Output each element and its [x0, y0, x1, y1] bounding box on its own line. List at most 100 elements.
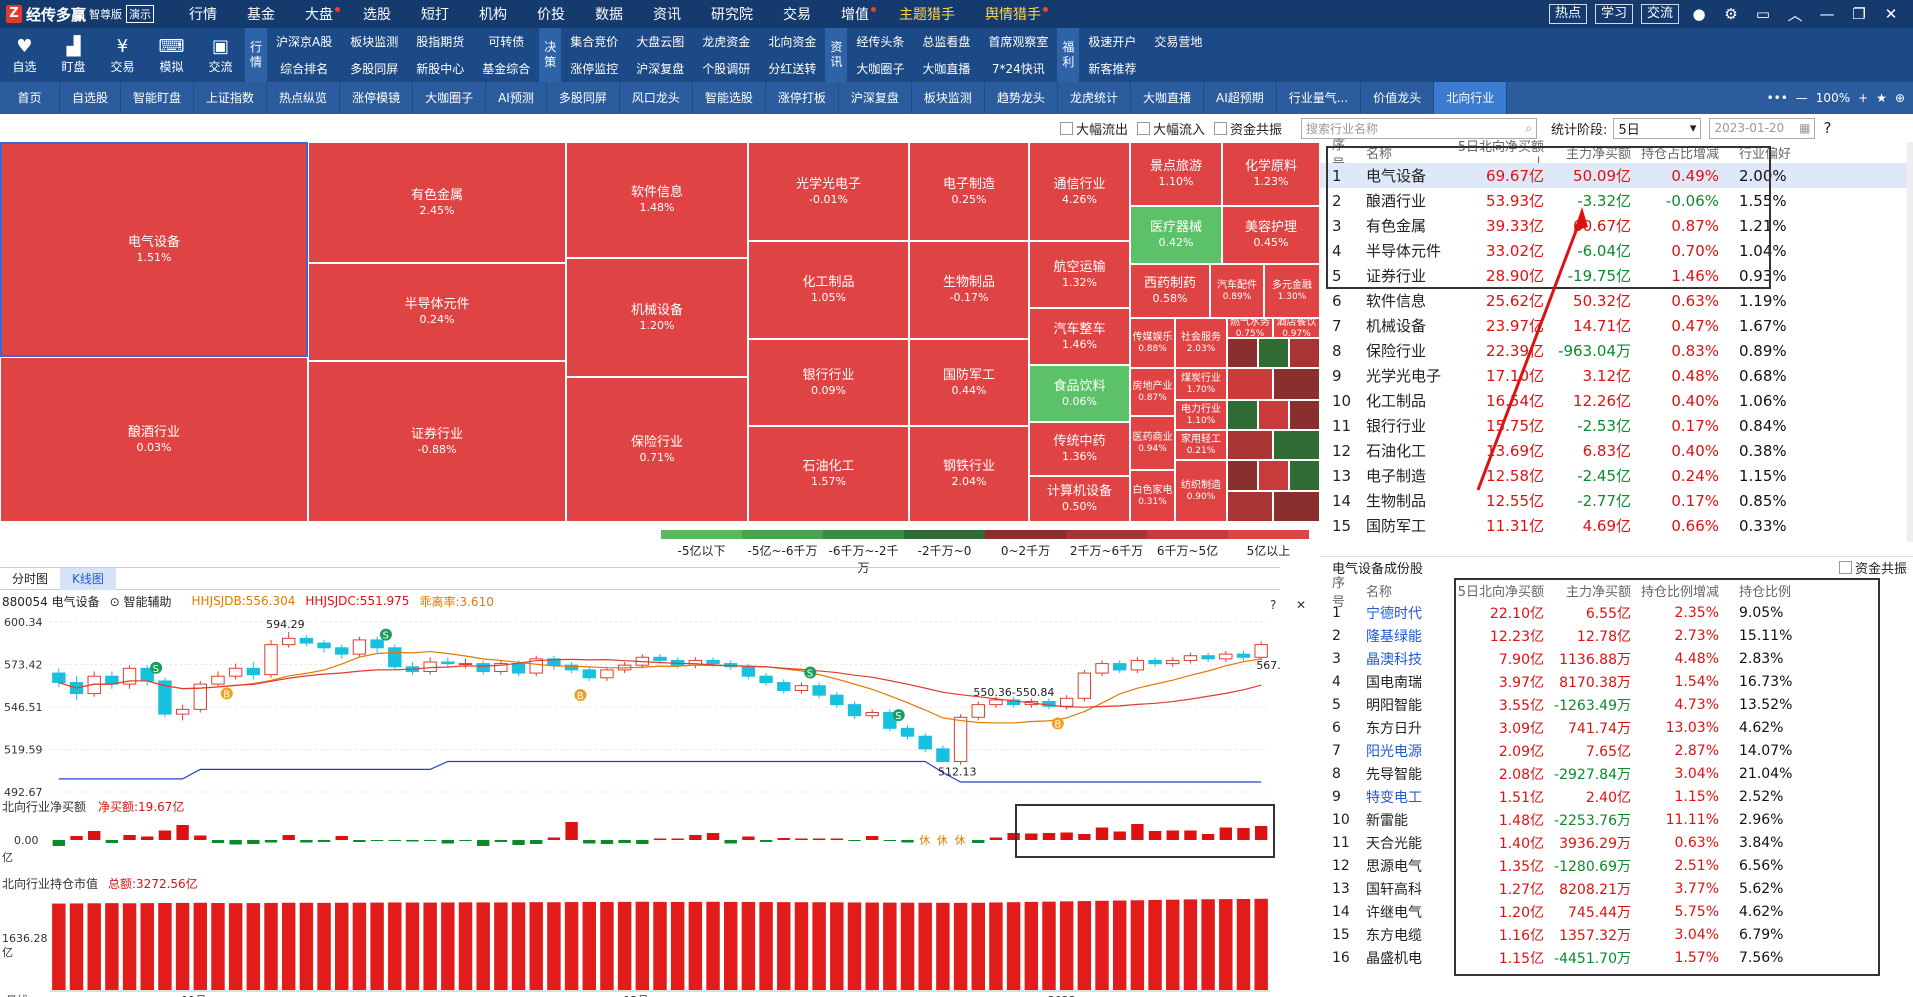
treemap-mini-tile[interactable]	[1258, 338, 1289, 368]
column-header[interactable]: 主力净买额	[1565, 585, 1631, 600]
page-tab-15[interactable]: 龙虎统计	[1058, 82, 1131, 114]
treemap-tile[interactable]: 通信行业 4.26%	[1029, 142, 1130, 241]
stock-row[interactable]: 6 东方日升 3.09亿 741.74万 13.03% 4.62%	[1320, 716, 1913, 739]
menu-item-13[interactable]: 舆情猎手	[970, 4, 1056, 24]
toolbar-link[interactable]: 新股中心	[416, 62, 465, 76]
treemap-tile[interactable]: 化学原料 1.23%	[1222, 142, 1320, 206]
toolbar-link[interactable]: 多股同屏	[350, 62, 399, 76]
column-header[interactable]: 持仓比例	[1739, 585, 1792, 600]
table-row[interactable]: 13 电子制造 12.58亿 -2.45亿 0.24% 1.15%	[1320, 463, 1913, 488]
treemap-mini-tile[interactable]	[1227, 430, 1273, 460]
toolbar-link[interactable]: 综合排名	[280, 62, 329, 76]
treemap-tile[interactable]: 汽车配件 0.89%	[1210, 264, 1264, 318]
toolbar-button-1[interactable]: ▟ 盯盘	[49, 28, 98, 82]
column-header[interactable]: 主力净买额	[1565, 147, 1631, 162]
treemap-tile[interactable]: 多元金融 1.30%	[1264, 264, 1320, 318]
help-icon[interactable]: ?	[1270, 598, 1277, 612]
menu-item-2[interactable]: 大盘	[290, 4, 348, 24]
treemap-mini-tile[interactable]	[1227, 368, 1273, 400]
table-row[interactable]: 4 半导体元件 33.02亿 -6.04亿 0.70% 1.04%	[1320, 238, 1913, 263]
table-row[interactable]: 8 保险行业 22.39亿 -963.04万 0.83% 0.89%	[1320, 338, 1913, 363]
menu-item-1[interactable]: 基金	[247, 7, 276, 23]
toolbar-link[interactable]: 7*24快讯	[991, 62, 1045, 76]
industry-search-input[interactable]: 搜索行业名称 ⌕	[1301, 117, 1538, 139]
toolbar-link[interactable]: 大咖圈子	[856, 62, 905, 76]
menu-item-4[interactable]: 短打	[421, 7, 450, 23]
treemap-tile[interactable]: 国防军工 0.44%	[909, 339, 1029, 426]
treemap-mini-tile[interactable]	[1273, 368, 1320, 400]
column-header[interactable]: 5日北向净买额	[1457, 585, 1544, 600]
cell-name[interactable]: 先导智能	[1366, 766, 1422, 783]
toolbar-link[interactable]: 沪深复盘	[636, 62, 685, 76]
stock-row[interactable]: 12 思源电气 1.35亿 -1280.69万 2.51% 6.56%	[1320, 854, 1913, 877]
treemap-tile[interactable]: 有色金属 2.45%	[308, 142, 566, 263]
page-tab-7[interactable]: AI预测	[486, 82, 547, 114]
page-tab-4[interactable]: 热点纵览	[267, 82, 341, 114]
toolbar-group-tab-1[interactable]: 决策	[539, 28, 562, 82]
page-tab-18[interactable]: 行业量气...	[1277, 82, 1362, 114]
table-row[interactable]: 15 国防军工 11.31亿 4.69亿 0.66% 0.33%	[1320, 513, 1913, 538]
chart-tab-1[interactable]: K线图	[60, 567, 116, 590]
menu-item-3[interactable]: 选股	[363, 7, 392, 23]
treemap-tile[interactable]: 电气设备 1.51%	[0, 142, 308, 357]
treemap-tile[interactable]: 软件信息 1.48%	[566, 142, 748, 258]
menu-item-12[interactable]: 主题猎手	[899, 7, 956, 23]
menu-item-9[interactable]: 研究院	[711, 7, 754, 23]
stock-row[interactable]: 8 先导智能 2.08亿 -2927.84万 3.04% 21.04%	[1320, 762, 1913, 785]
stock-row[interactable]: 5 明阳智能 3.55亿 -1263.49万 4.73% 13.52%	[1320, 693, 1913, 716]
settings-gear-icon[interactable]: ⚙	[1724, 5, 1738, 23]
toolbar-button-2[interactable]: ¥ 交易	[98, 28, 147, 82]
treemap-tile[interactable]: 石油化工 1.57%	[748, 426, 909, 522]
treemap-tile[interactable]: 白色家电 0.31%	[1130, 470, 1175, 522]
treemap-mini-tile[interactable]	[1227, 460, 1258, 491]
cell-name[interactable]: 思源电气	[1366, 858, 1422, 875]
treemap-tile[interactable]: 航空运输 1.32%	[1029, 241, 1130, 308]
menu-item-11[interactable]: 增值	[826, 4, 884, 24]
page-tab-16[interactable]: 大咖直播	[1131, 82, 1204, 114]
column-header[interactable]: 名称	[1366, 147, 1393, 162]
menu-item-0[interactable]: 行情	[189, 7, 218, 23]
toolbar-link[interactable]: 北向资金	[768, 35, 817, 49]
window-layout-icon[interactable]: ▭	[1755, 5, 1771, 23]
treemap-tile[interactable]: 美容护理 0.45%	[1222, 206, 1320, 264]
hot-button[interactable]: 热点	[1548, 4, 1587, 24]
zoom-in-icon[interactable]: +	[1858, 91, 1869, 105]
big-inflow-checkbox[interactable]: 大幅流入	[1137, 119, 1205, 138]
treemap-mini-tile[interactable]	[1289, 400, 1320, 430]
treemap-tile[interactable]: 保险行业 0.71%	[566, 377, 748, 522]
treemap-mini-tile[interactable]	[1258, 460, 1289, 491]
treemap-mini-tile[interactable]	[1289, 338, 1320, 368]
treemap-tile[interactable]: 银行行业 0.09%	[748, 339, 909, 426]
cell-name[interactable]: 国电南瑞	[1366, 674, 1422, 691]
page-tab-14[interactable]: 趋势龙头	[985, 82, 1058, 114]
study-button[interactable]: 学习	[1594, 4, 1633, 24]
treemap-tile[interactable]: 纺织制造 0.90%	[1175, 460, 1227, 522]
date-input[interactable]: 2023-01-20 ▦	[1709, 117, 1816, 139]
treemap-tile[interactable]: 燃气水务 0.75%	[1227, 318, 1273, 338]
treemap-mini-tile[interactable]	[1227, 400, 1258, 430]
menu-item-8[interactable]: 资讯	[653, 7, 682, 23]
treemap-tile[interactable]: 社会服务 2.03%	[1175, 318, 1227, 368]
minimize-icon[interactable]: —	[1819, 5, 1835, 23]
toolbar-link[interactable]: 涨停监控	[570, 62, 619, 76]
treemap-tile[interactable]: 医药商业 0.94%	[1130, 416, 1175, 470]
stock-row[interactable]: 11 天合光能 1.40亿 3936.29万 0.63% 3.84%	[1320, 831, 1913, 854]
toolbar-group-tab-3[interactable]: 福利	[1057, 28, 1080, 82]
treemap-tile[interactable]: 化工制品 1.05%	[748, 241, 909, 339]
page-tab-10[interactable]: 智能选股	[693, 82, 766, 114]
toolbar-link[interactable]: 个股调研	[702, 62, 751, 76]
table-row[interactable]: 11 银行行业 15.75亿 -2.53亿 0.17% 0.84%	[1320, 413, 1913, 438]
star-icon[interactable]: ★	[1876, 91, 1887, 105]
toolbar-group-tab-0[interactable]: 行情	[245, 28, 267, 82]
treemap-tile[interactable]: 半导体元件 0.24%	[308, 263, 566, 361]
column-header[interactable]: 序号	[1332, 575, 1346, 610]
column-header[interactable]: 行业偏好	[1739, 147, 1792, 162]
more-icon[interactable]: •••	[1766, 91, 1788, 105]
page-tab-0[interactable]: 首页	[0, 82, 60, 114]
toolbar-link[interactable]: 首席观察室	[988, 35, 1049, 49]
toolbar-link[interactable]: 股指期货	[416, 35, 465, 49]
treemap-tile[interactable]: 生物制品 -0.17%	[909, 241, 1029, 339]
page-tab-13[interactable]: 板块监测	[912, 82, 985, 114]
table-row[interactable]: 5 证券行业 28.90亿 -19.75亿 1.46% 0.93%	[1320, 263, 1913, 288]
page-tab-9[interactable]: 风口龙头	[620, 82, 693, 114]
